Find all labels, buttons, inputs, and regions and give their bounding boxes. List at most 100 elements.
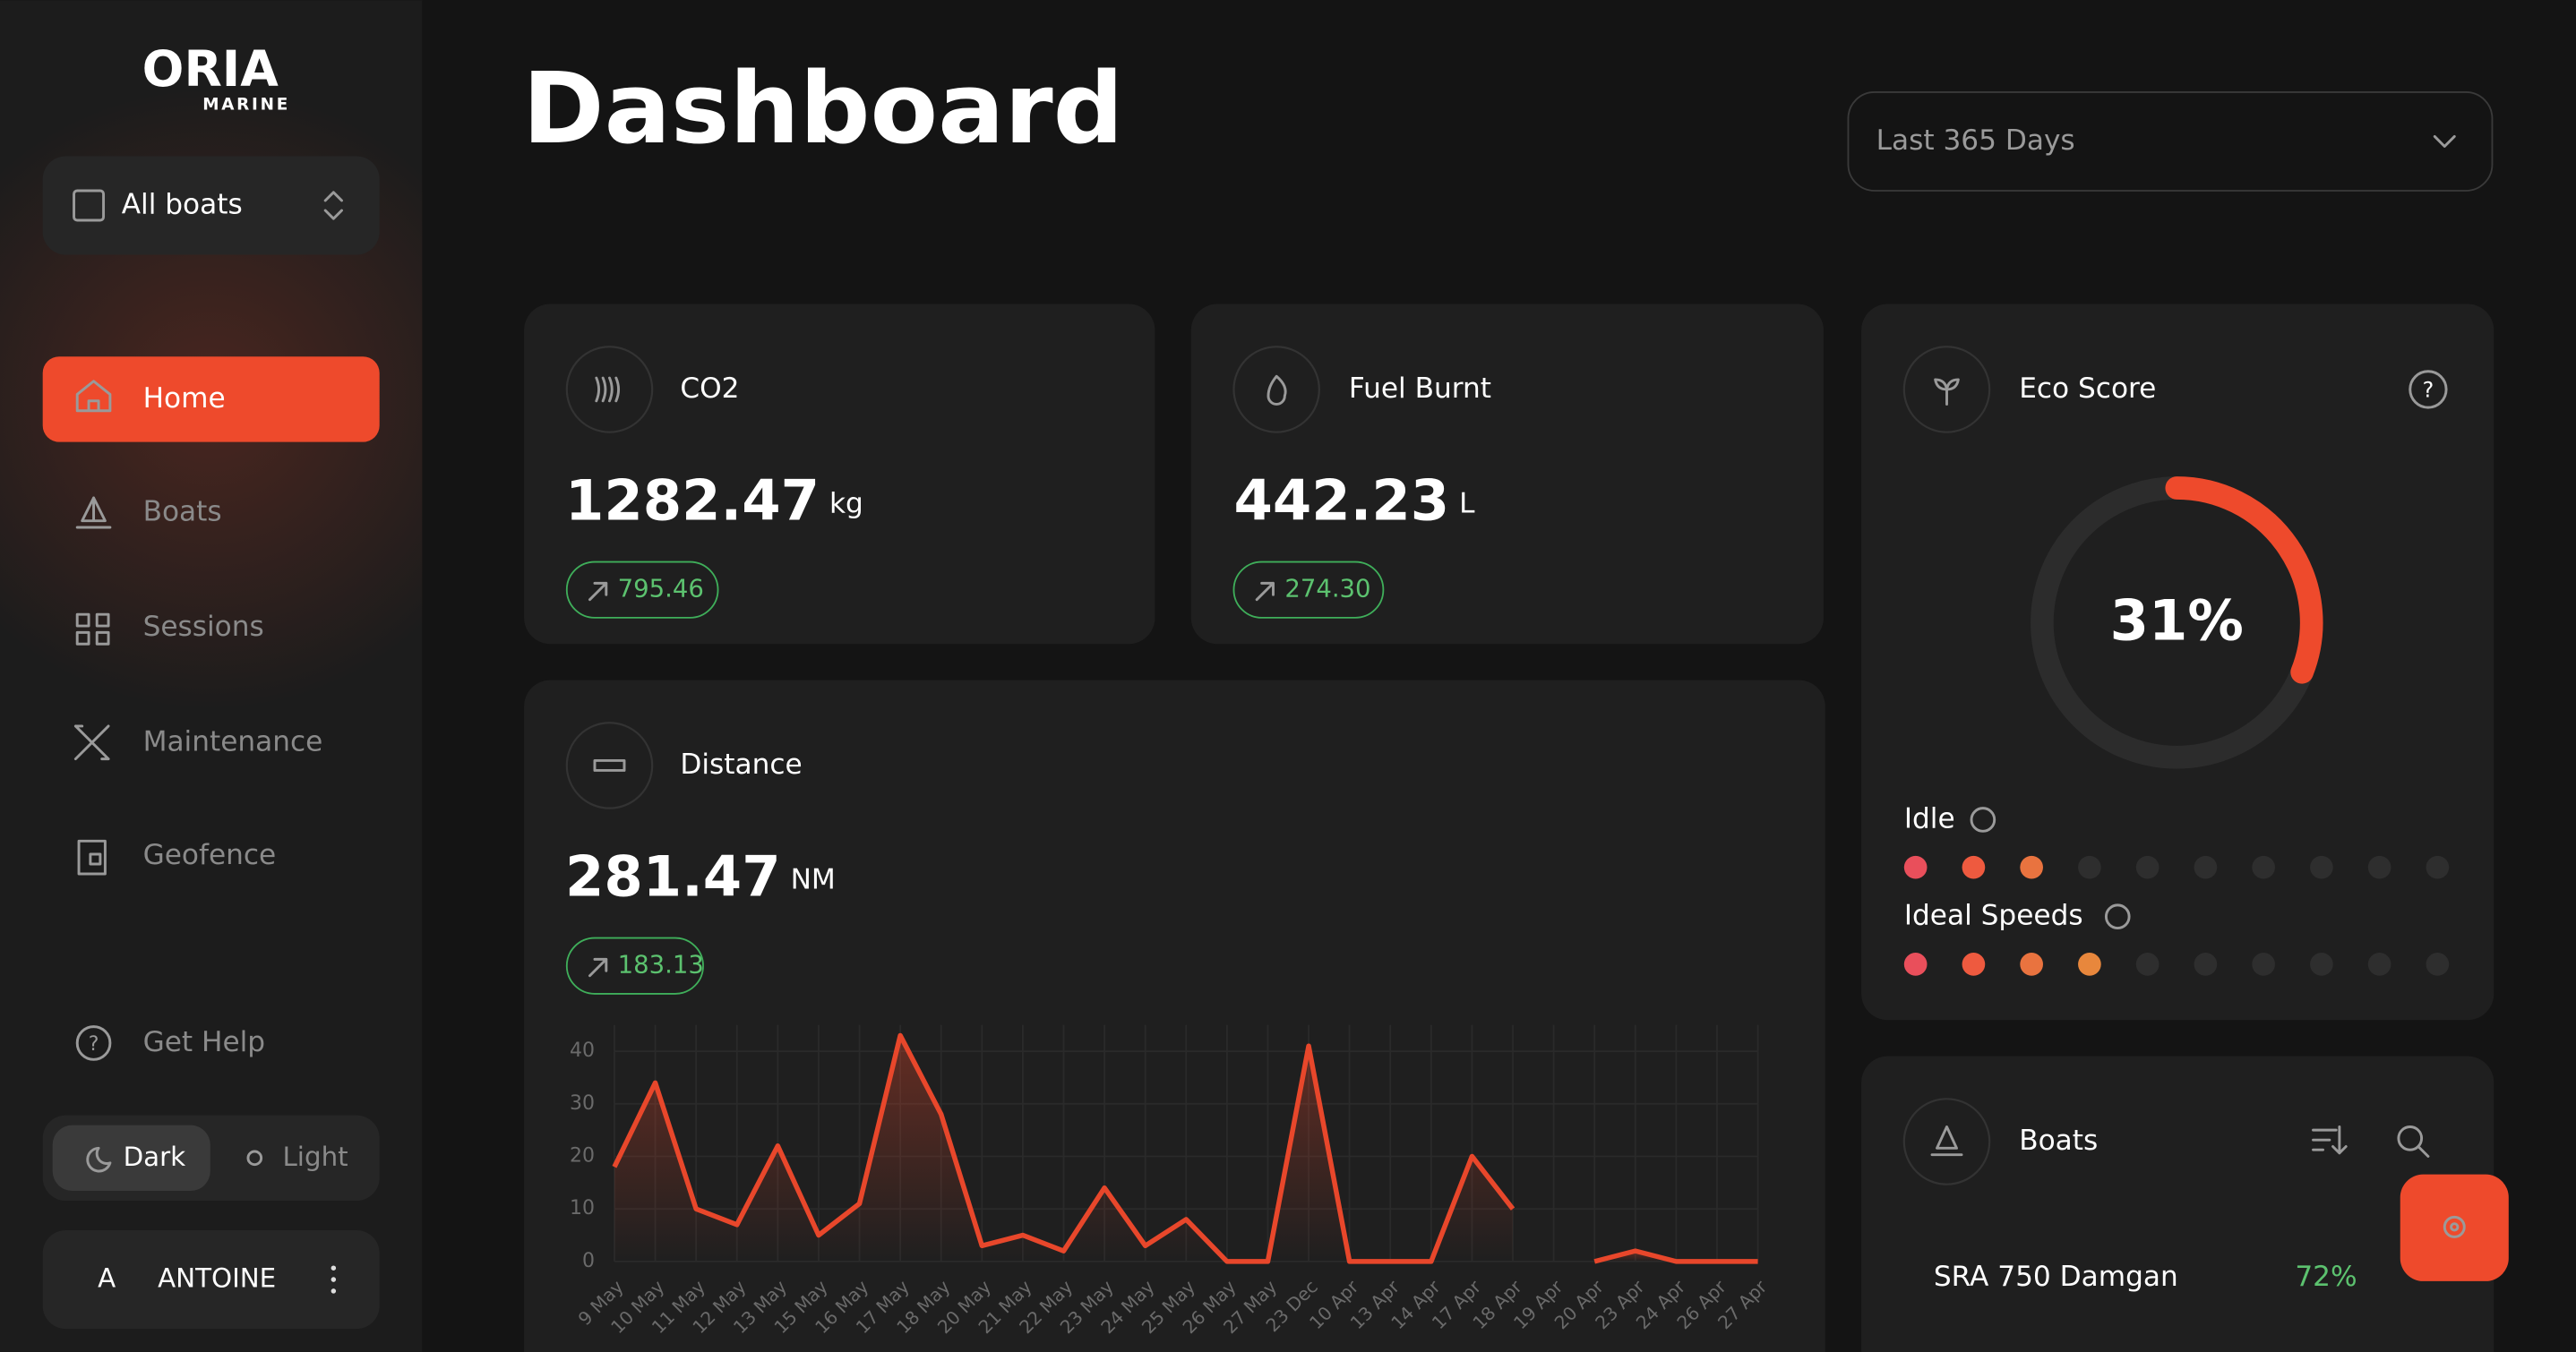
boat-selector[interactable]	[42, 156, 380, 255]
user-box[interactable]	[42, 1230, 380, 1330]
area	[614, 1035, 1514, 1262]
card-value: 281.47 NM	[565, 843, 836, 909]
card-label: Fuel Burnt	[1349, 372, 1491, 405]
nav-label[interactable]: Maintenance	[143, 725, 323, 757]
idle-label: Idle	[1904, 802, 1955, 834]
speeds-label: Ideal Speeds	[1904, 900, 2083, 932]
fuel-icon	[1267, 374, 1287, 406]
level-dot	[2020, 953, 2043, 976]
change-badge	[1232, 560, 1385, 619]
help-mark: ?	[89, 1033, 99, 1056]
icon-ring	[1232, 346, 1320, 433]
nav-label[interactable]: Boats	[143, 495, 222, 527]
level-dot	[2252, 855, 2275, 879]
card-label: Distance	[680, 749, 802, 781]
level-dot	[1903, 855, 1928, 879]
fuel-card	[1190, 304, 1824, 645]
nav-label[interactable]: Sessions	[143, 611, 264, 643]
speeds-help[interactable]	[2104, 903, 2131, 930]
home-icon	[75, 380, 112, 413]
nav-label: Home	[143, 382, 226, 415]
maintenance-icon	[73, 724, 110, 761]
card-label: Boats	[2019, 1125, 2098, 1157]
level-dot	[2310, 953, 2333, 976]
co2-card	[524, 304, 1155, 645]
nav-home[interactable]	[42, 356, 380, 442]
eco-card	[1861, 304, 2494, 1021]
level-dot	[1903, 953, 1928, 976]
theme-label[interactable]: Light	[282, 1142, 348, 1172]
help-icon	[75, 1025, 112, 1061]
user-initial: A	[98, 1263, 116, 1294]
value: 1282.47	[565, 467, 820, 533]
search-handle	[2417, 1145, 2430, 1158]
line	[612, 1032, 1516, 1264]
unit: kg	[829, 487, 863, 519]
gear-center	[2450, 1222, 2460, 1232]
level-dot	[2020, 855, 2043, 879]
search-icon[interactable]	[2397, 1125, 2424, 1151]
value: 442.23	[1233, 467, 1449, 533]
moon-icon	[86, 1146, 112, 1173]
distance-card	[524, 680, 1825, 1352]
change-value: 795.46	[618, 575, 704, 603]
level-dot	[2426, 855, 2450, 879]
change-value: 183.13	[618, 951, 704, 980]
eco-gauge	[1903, 476, 2450, 976]
selector-icon	[73, 189, 106, 222]
icon-ring	[565, 722, 654, 809]
area	[1594, 1251, 1758, 1262]
up-arrow	[588, 957, 608, 978]
boat-name[interactable]: SRA 750 Damgan	[1934, 1261, 2178, 1293]
page-title: Dashboard	[522, 51, 1123, 166]
eco-score: 31%	[2110, 587, 2244, 653]
theme-label: Dark	[124, 1142, 186, 1172]
range-text: Last 365 Days	[1876, 124, 2075, 157]
up-arrow	[1255, 581, 1275, 602]
sessions-icon	[75, 612, 110, 646]
icon-ring	[1902, 346, 1991, 433]
sort-icon[interactable]	[2312, 1125, 2348, 1155]
sun-icon[interactable]	[246, 1150, 263, 1167]
range-chevron	[2433, 135, 2456, 148]
level-dot	[2194, 953, 2218, 976]
gear-icon	[2443, 1215, 2466, 1238]
selector-chevrons	[323, 191, 343, 220]
eco-help[interactable]	[2409, 370, 2448, 409]
y-tick-label: 0	[582, 1250, 595, 1272]
level-dot	[2367, 953, 2391, 976]
y-tick-label: 30	[570, 1092, 595, 1115]
range-select[interactable]	[1847, 91, 2494, 192]
help-link[interactable]: Get Help	[143, 1026, 266, 1058]
unit: L	[1459, 487, 1475, 519]
theme-dark[interactable]	[52, 1125, 210, 1192]
y-tick-label: 20	[570, 1144, 595, 1167]
level-dot	[2078, 953, 2101, 976]
settings-fab[interactable]	[2400, 1174, 2509, 1281]
logo: ORIA	[142, 40, 279, 98]
user-name: ANTOINE	[158, 1263, 276, 1294]
gauge-arc	[2165, 476, 2323, 684]
level-dot	[2078, 855, 2101, 879]
up-arrow	[588, 581, 608, 602]
boat-selector-text: All boats	[122, 189, 243, 221]
card-value: 1282.47 kg	[565, 467, 863, 533]
idle-help[interactable]	[1970, 807, 1996, 833]
change-badge	[565, 560, 719, 619]
y-tick-label: 10	[570, 1197, 595, 1219]
level-dot	[1962, 855, 1986, 879]
level-dot	[2252, 953, 2275, 976]
level-dot	[2426, 953, 2450, 976]
card-value: 442.23 L	[1233, 467, 1475, 533]
level-dot	[2135, 953, 2160, 976]
geofence-icon	[77, 839, 107, 876]
nav-label[interactable]: Geofence	[143, 839, 277, 871]
icon-ring	[1902, 1098, 1991, 1185]
y-tick-label: 40	[570, 1040, 595, 1062]
boats-icon	[1930, 1125, 1963, 1157]
change-badge	[565, 937, 704, 995]
level-dot	[2367, 855, 2391, 879]
help-mark: ?	[2423, 377, 2434, 402]
